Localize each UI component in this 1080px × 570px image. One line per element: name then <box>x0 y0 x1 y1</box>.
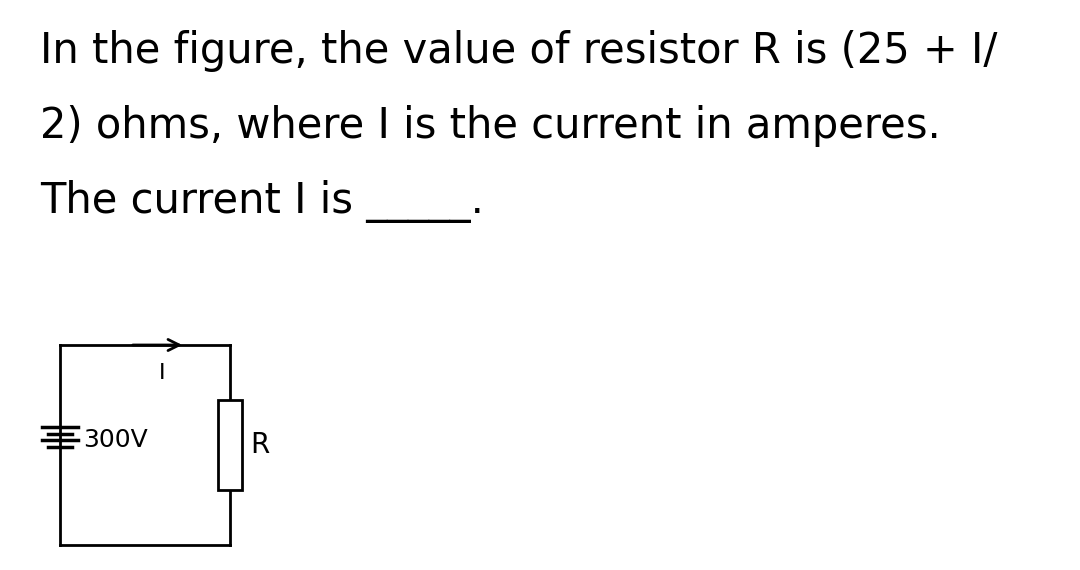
Text: In the figure, the value of resistor R is (25 + I/: In the figure, the value of resistor R i… <box>40 30 997 72</box>
Bar <box>218 400 242 490</box>
Text: 2) ohms, where I is the current in amperes.: 2) ohms, where I is the current in amper… <box>40 105 941 147</box>
Text: 300V: 300V <box>83 428 148 452</box>
Text: R: R <box>249 431 269 459</box>
Text: I: I <box>159 363 165 383</box>
Text: The current I is _____.: The current I is _____. <box>40 180 484 223</box>
